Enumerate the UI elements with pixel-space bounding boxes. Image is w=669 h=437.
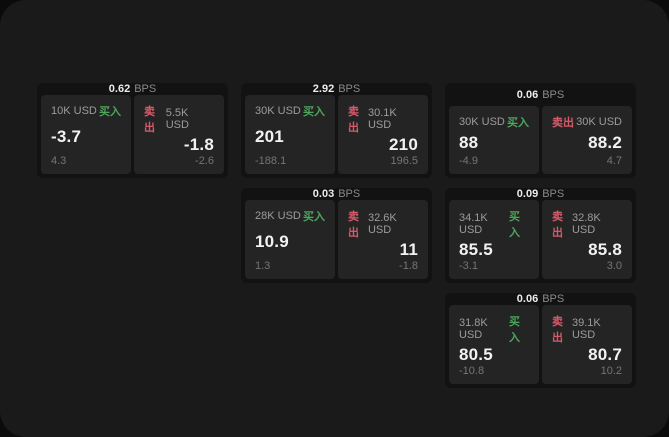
buy-panel[interactable]: 28K USD 买入 10.9 1.3 [245, 200, 335, 279]
bps-header: 0.03 BPS [245, 188, 428, 200]
quote-card: 0.03 BPS 28K USD 买入 10.9 1.3 卖出 32.6K US… [241, 188, 432, 283]
sell-sub-value: 196.5 [390, 155, 418, 167]
sell-sub-value: 3.0 [606, 260, 622, 272]
sell-price: -1.8 [183, 135, 214, 154]
buy-sell-panels: 34.1K USD 买入 85.5 -3.1 卖出 32.8K USD 85.8… [449, 200, 632, 279]
buy-panel[interactable]: 30K USD 买入 201 -188.1 [245, 95, 335, 174]
buy-label: 买入 [303, 106, 325, 118]
sell-price: 11 [399, 240, 418, 259]
buy-price: -3.7 [51, 127, 82, 146]
buy-sell-panels: 28K USD 买入 10.9 1.3 卖出 32.6K USD 11 -1.8 [245, 200, 428, 279]
sell-panel[interactable]: 卖出 39.1K USD 80.7 10.2 [542, 305, 632, 384]
buy-sub-value: 4.3 [51, 155, 67, 167]
bps-unit: BPS [542, 88, 565, 101]
quote-card: 0.06 BPS 30K USD 买入 88 -4.9 卖出 30K USD [445, 83, 636, 178]
buy-size: 28K USD [255, 210, 301, 222]
buy-price: 80.5 [459, 345, 493, 364]
sell-sub-value: -1.8 [399, 260, 418, 272]
quote-card: 0.06 BPS 31.8K USD 买入 80.5 -10.8 卖出 39.1… [445, 293, 636, 388]
bps-value: 2.92 [312, 83, 335, 95]
bps-value: 0.06 [516, 293, 539, 305]
buy-sell-panels: 10K USD 买入 -3.7 4.3 卖出 5.5K USD -1.8 -2.… [41, 95, 224, 174]
sell-panel[interactable]: 卖出 30K USD 88.2 4.7 [542, 106, 632, 174]
sell-label: 卖出 [144, 106, 155, 134]
sell-sub-value: 10.2 [600, 365, 622, 377]
bps-header: 0.06 BPS [449, 293, 632, 305]
buy-panel[interactable]: 30K USD 买入 88 -4.9 [449, 106, 539, 174]
sell-price: 80.7 [588, 345, 622, 364]
buy-panel[interactable]: 34.1K USD 买入 85.5 -3.1 [449, 200, 539, 279]
buy-sub-value: 1.3 [255, 260, 271, 272]
bps-value: 0.62 [108, 83, 131, 95]
buy-size: 31.8K USD [459, 317, 488, 341]
bps-value: 0.09 [516, 188, 539, 200]
sell-panel[interactable]: 卖出 5.5K USD -1.8 -2.6 [134, 95, 224, 174]
sell-panel[interactable]: 卖出 32.6K USD 11 -1.8 [338, 200, 428, 279]
buy-sub-value: -10.8 [459, 365, 485, 377]
quote-card: 2.92 BPS 30K USD 买入 201 -188.1 卖出 30.1K … [241, 83, 432, 178]
bps-unit: BPS [338, 83, 361, 95]
sell-label: 卖出 [552, 316, 563, 344]
buy-sub-value: -4.9 [459, 155, 478, 167]
sell-size: 32.8K USD [571, 212, 601, 236]
sell-size: 39.1K USD [571, 317, 601, 341]
sell-price: 85.8 [588, 240, 622, 259]
sell-label: 卖出 [552, 211, 563, 239]
sell-sub-value: -2.6 [195, 155, 214, 167]
buy-sell-panels: 31.8K USD 买入 80.5 -10.8 卖出 39.1K USD 80.… [449, 305, 632, 384]
buy-label: 买入 [509, 316, 521, 344]
buy-sub-value: -3.1 [459, 260, 478, 272]
quote-card: 0.62 BPS 10K USD 买入 -3.7 4.3 卖出 5.5K USD [37, 83, 228, 178]
sell-size: 30.1K USD [367, 107, 397, 131]
buy-label: 买入 [509, 211, 521, 239]
bps-value: 0.06 [516, 88, 539, 101]
buy-sell-panels: 30K USD 买入 201 -188.1 卖出 30.1K USD 210 1… [245, 95, 428, 174]
bps-header: 0.09 BPS [449, 188, 632, 200]
bps-header: 0.62 BPS [41, 83, 224, 95]
sell-label: 卖出 [348, 106, 359, 134]
buy-label: 买入 [303, 211, 325, 223]
bps-value: 0.03 [312, 188, 335, 200]
quote-card-grid: 0.62 BPS 10K USD 买入 -3.7 4.3 卖出 5.5K USD [37, 83, 636, 388]
bps-unit: BPS [542, 188, 565, 200]
buy-size: 30K USD [459, 116, 505, 128]
bps-header: 0.06 BPS [449, 83, 632, 106]
buy-size: 10K USD [51, 105, 97, 117]
buy-size: 30K USD [255, 105, 301, 117]
sell-label: 卖出 [348, 211, 359, 239]
buy-panel[interactable]: 10K USD 买入 -3.7 4.3 [41, 95, 131, 174]
buy-label: 买入 [99, 106, 121, 118]
buy-price: 10.9 [255, 232, 289, 251]
sell-size: 30K USD [576, 116, 622, 128]
sell-price: 88.2 [588, 132, 622, 152]
sell-label: 卖出 [552, 117, 574, 129]
buy-price: 88 [459, 132, 479, 152]
bps-unit: BPS [338, 188, 361, 200]
sell-price: 210 [389, 135, 418, 154]
buy-sell-panels: 30K USD 买入 88 -4.9 卖出 30K USD 88.2 4.7 [449, 106, 632, 174]
buy-sub-value: -188.1 [255, 155, 287, 167]
sell-sub-value: 4.7 [606, 155, 622, 167]
sell-size: 5.5K USD [165, 107, 189, 131]
sell-panel[interactable]: 卖出 32.8K USD 85.8 3.0 [542, 200, 632, 279]
sell-panel[interactable]: 卖出 30.1K USD 210 196.5 [338, 95, 428, 174]
bps-unit: BPS [134, 83, 157, 95]
buy-price: 201 [255, 127, 284, 146]
buy-price: 85.5 [459, 240, 493, 259]
buy-label: 买入 [507, 117, 529, 129]
bps-header: 2.92 BPS [245, 83, 428, 95]
sell-size: 32.6K USD [367, 212, 397, 236]
buy-size: 34.1K USD [459, 212, 488, 236]
bps-unit: BPS [542, 293, 565, 305]
quote-card: 0.09 BPS 34.1K USD 买入 85.5 -3.1 卖出 32.8K… [445, 188, 636, 283]
buy-panel[interactable]: 31.8K USD 买入 80.5 -10.8 [449, 305, 539, 384]
